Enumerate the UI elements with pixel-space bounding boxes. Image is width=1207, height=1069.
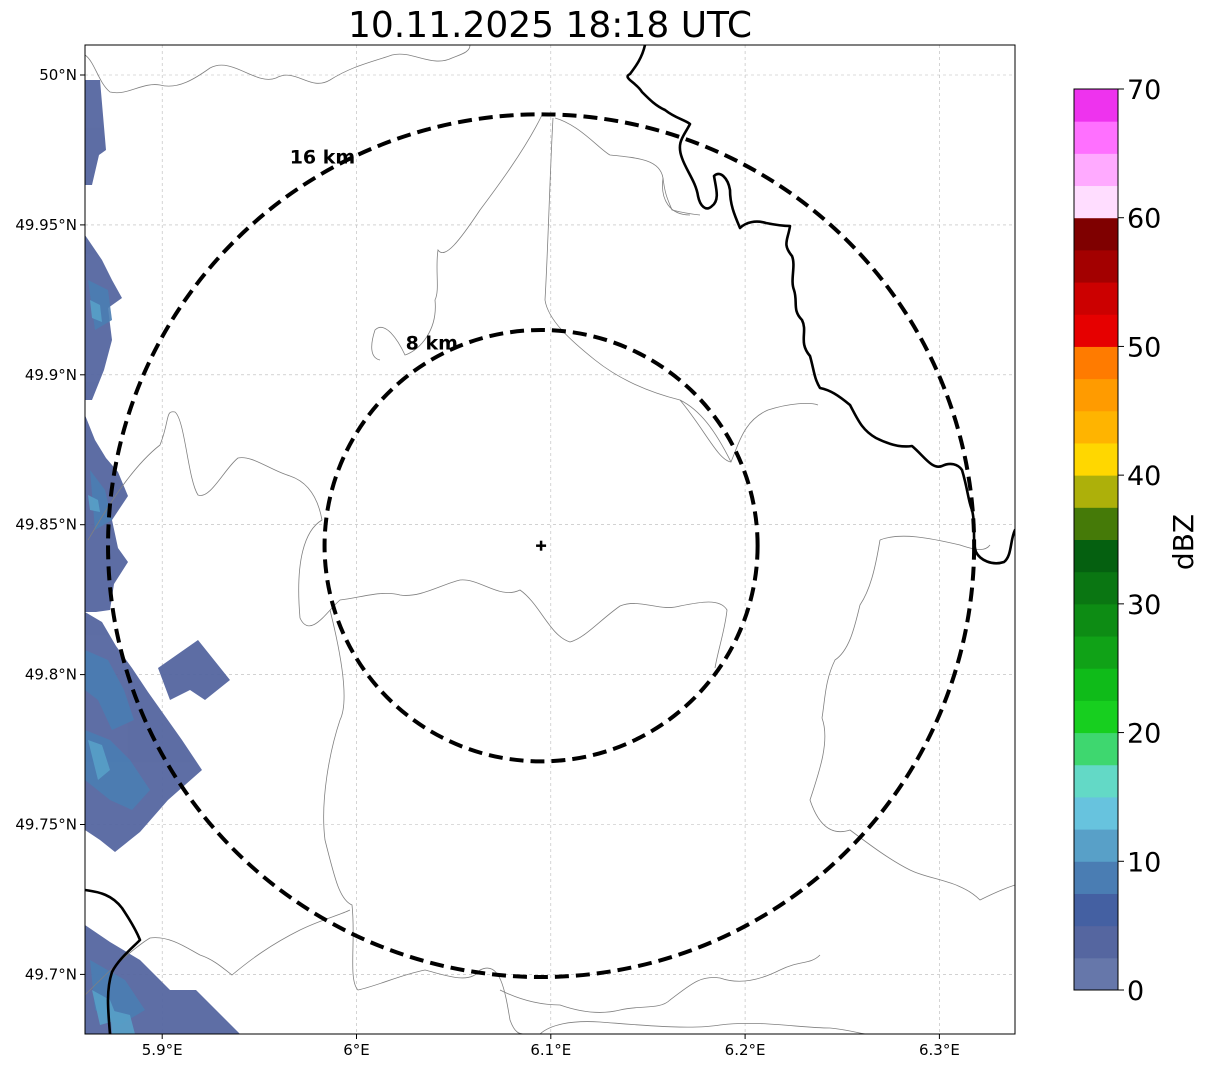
colorbar-block-16 [1074,442,1118,476]
colorbar-block-17 [1074,410,1118,444]
colorbar-tick-label-3: 30 [1127,590,1161,621]
lat-tick-label-0: 50°N [39,66,77,84]
radar-site-marker [536,540,547,551]
colorbar-block-3 [1074,861,1118,894]
colorbar-block-9 [1074,668,1118,701]
colorbar-blocks [1074,89,1118,991]
lon-tick-label-2: 6.1°E [530,1041,571,1059]
map-frame [84,44,1016,1035]
colorbar-tick-label-7: 70 [1127,75,1161,106]
range-ring-label-8km: 8 km [406,333,458,355]
colorbar-block-4 [1074,829,1118,862]
colorbar-tick-label-5: 50 [1127,332,1161,363]
colorbar-tick-label-0: 0 [1127,976,1144,1007]
colorbar: 0 10 20 30 40 50 60 70 dBZ [1073,75,1200,1007]
colorbar-block-27 [1074,89,1118,122]
colorbar-block-0 [1074,957,1118,991]
lon-tick-label-0: 5.9°E [142,1041,183,1059]
longitude-tick-labels: 5.9°E 6°E 6.1°E 6.2°E 6.3°E [142,1034,960,1059]
gridlines [85,45,1015,1034]
map-background [85,45,1015,1034]
colorbar-block-12 [1074,571,1118,605]
colorbar-tick-label-6: 60 [1127,204,1161,235]
radar-echoes [85,80,240,1034]
country-borders [85,45,1015,1034]
colorbar-tick-label-1: 10 [1127,847,1161,878]
echo-cluster-west-cyan [88,300,135,1034]
lat-tick-label-6: 49.7°N [25,965,77,983]
colorbar-block-14 [1074,507,1118,540]
colorbar-block-5 [1074,796,1118,830]
colorbar-block-11 [1074,603,1118,637]
map-title: 10.11.2025 18:18 UTC [348,5,752,46]
colorbar-block-20 [1074,314,1118,347]
colorbar-tick-label-4: 40 [1127,461,1161,492]
colorbar-block-1 [1074,925,1118,959]
map-contents: 8 km 16 km [85,45,1015,1034]
colorbar-block-19 [1074,346,1118,380]
range-ring-label-16km: 16 km [290,146,356,168]
colorbar-block-10 [1074,636,1118,669]
lat-tick-label-3: 49.85°N [15,516,77,534]
lon-tick-label-3: 6.2°E [725,1041,766,1059]
colorbar-block-15 [1074,475,1118,508]
lat-tick-label-5: 49.75°N [15,816,77,834]
colorbar-block-8 [1074,700,1118,734]
colorbar-block-7 [1074,732,1118,766]
colorbar-block-23 [1074,217,1118,251]
lat-tick-label-1: 49.95°N [15,216,77,234]
colorbar-block-21 [1074,282,1118,315]
colorbar-block-25 [1074,153,1118,187]
colorbar-block-6 [1074,764,1118,798]
colorbar-tick-labels: 0 10 20 30 40 50 60 70 [1118,75,1161,1007]
range-ring-16km [106,112,977,980]
lat-tick-label-2: 49.9°N [25,366,77,384]
colorbar-block-24 [1074,185,1118,219]
map-panel: 8 km 16 km 5.9°E 6°E 6.1°E 6.2°E 6.3°E 50°N 49… [15,44,1016,1059]
colorbar-block-26 [1074,121,1118,154]
latitude-tick-labels: 50°N 49.95°N 49.9°N 49.85°N 49.8°N 49.75°N 49.… [15,66,85,983]
colorbar-block-2 [1074,893,1118,927]
admin-borders [85,45,1015,1034]
lon-tick-label-4: 6.3°E [919,1041,960,1059]
range-ring-8km [322,328,760,764]
colorbar-unit-label: dBZ [1167,514,1200,570]
lon-tick-label-1: 6°E [343,1041,370,1059]
colorbar-frame [1073,88,1119,991]
colorbar-block-22 [1074,249,1118,283]
colorbar-block-18 [1074,378,1118,412]
lat-tick-label-4: 49.8°N [25,666,77,684]
range-rings: 8 km 16 km [106,112,977,980]
colorbar-block-13 [1074,539,1118,573]
colorbar-tick-label-2: 20 [1127,719,1161,750]
